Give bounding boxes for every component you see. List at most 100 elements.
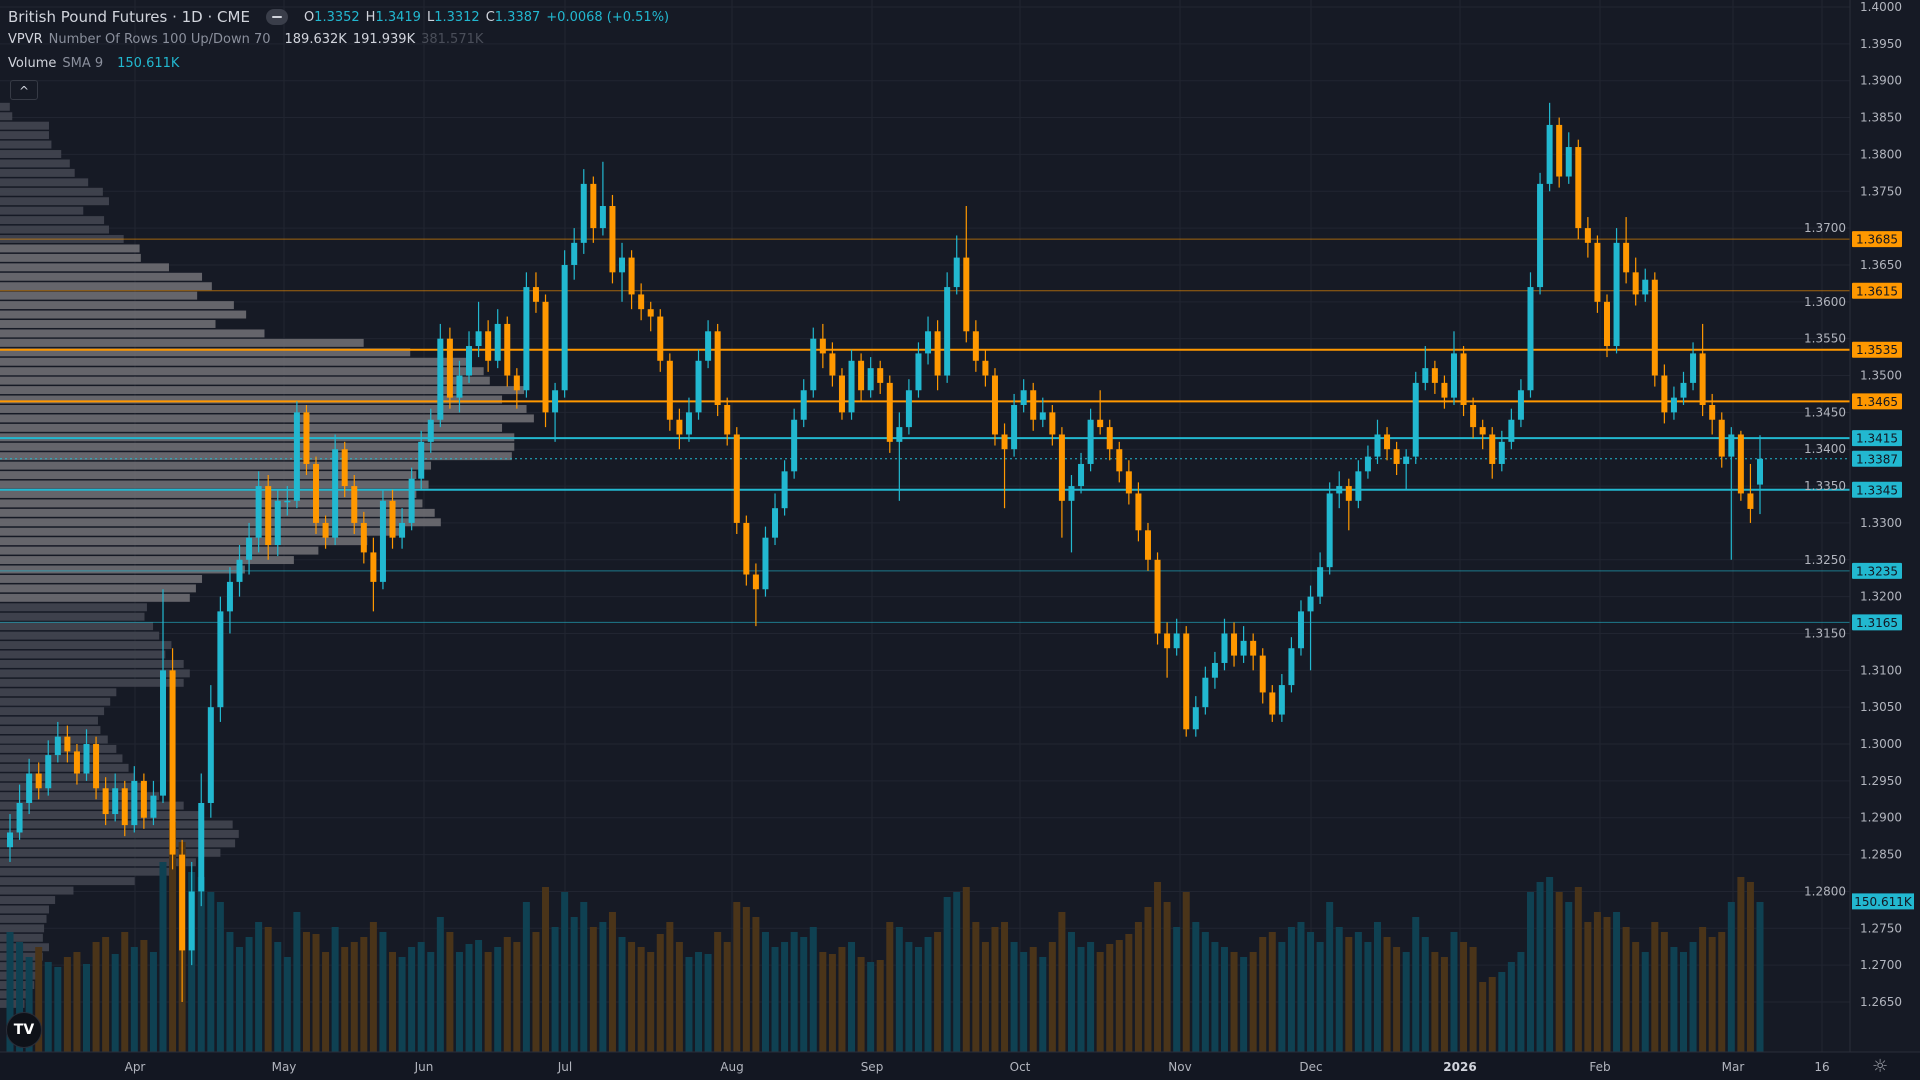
volume-bar: [991, 927, 999, 1052]
volume-params: SMA 9: [62, 56, 104, 71]
volume-bar: [1660, 932, 1668, 1052]
volume-bar: [1134, 922, 1142, 1052]
candle-body: [35, 773, 42, 789]
price-tick-label: 1.4000: [1860, 0, 1902, 14]
price-tick-label: 1.3050: [1860, 700, 1902, 714]
volume-sma-tag: [1852, 893, 1914, 910]
candle-body: [1728, 434, 1735, 457]
gear-icon[interactable]: ☼: [1872, 1056, 1889, 1077]
candle-body: [207, 707, 214, 803]
candle-body: [217, 611, 224, 708]
volume-bar: [1431, 952, 1439, 1052]
candle-body: [179, 854, 186, 951]
volume-bar: [1316, 942, 1324, 1052]
collapse-legend-button[interactable]: ^: [10, 80, 38, 100]
vpvr-row: [0, 216, 105, 225]
time-tick-label: Mar: [1722, 1060, 1745, 1074]
price-tick-label: 1.2900: [1860, 811, 1902, 825]
candle-body: [1565, 147, 1572, 177]
volume-bar: [1354, 932, 1362, 1052]
vpvr-row: [0, 518, 441, 527]
candle-body: [934, 331, 941, 376]
vpvr-row: [0, 801, 184, 810]
vpvr-legend[interactable]: VPVR Number Of Rows 100 Up/Down 70 189.6…: [8, 32, 483, 47]
candle-body: [1623, 242, 1630, 273]
volume-bar: [1259, 937, 1267, 1052]
volume-bar: [1613, 912, 1621, 1052]
volume-bar: [1048, 942, 1056, 1052]
candle-body: [7, 832, 13, 848]
vpvr-row: [0, 943, 49, 952]
candle-body: [1058, 434, 1065, 501]
tradingview-logo[interactable]: TV: [6, 1012, 42, 1048]
candle-body: [389, 500, 396, 538]
candle-body: [752, 574, 759, 590]
vpvr-row: [0, 574, 203, 583]
level-price-label: 1.3165: [1856, 616, 1898, 630]
vpvr-row: [0, 320, 216, 328]
volume-legend[interactable]: Volume SMA 9 150.611K: [8, 56, 179, 71]
vpvr-row: [0, 480, 429, 489]
volume-bar: [149, 952, 157, 1052]
price-axis[interactable]: 1.4000 1.3950 1.3900 1.3850 1.3800 1.3750 1.37…: [1804, 0, 1920, 1080]
volume-bar: [379, 932, 387, 1052]
volume-bar: [322, 952, 330, 1052]
candle-body: [819, 338, 826, 354]
candle-body: [781, 471, 788, 509]
price-tick-label: 1.3450: [1804, 405, 1846, 419]
vpvr-row: [0, 659, 184, 668]
volume-bar: [1498, 972, 1506, 1052]
vpvr-row: [0, 102, 10, 111]
vpvr-row: [0, 508, 435, 517]
volume-bar: [570, 917, 578, 1052]
volume-bar: [1364, 942, 1372, 1052]
vpvr-row: [0, 763, 129, 772]
price-tick-label: 1.3650: [1860, 258, 1902, 272]
vpvr-row: [0, 414, 534, 423]
open-value: 1.3352: [314, 9, 360, 25]
candle-body: [695, 360, 702, 413]
vpvr-params: Number Of Rows 100 Up/Down 70: [48, 32, 271, 47]
volume-bar: [1211, 942, 1219, 1052]
candle-body: [475, 331, 482, 347]
time-axis[interactable]: Apr May Jun Jul Aug Sep Oct Nov Dec 2026 Feb Mar 16: [0, 1051, 1920, 1080]
candle-body: [1269, 692, 1276, 715]
candle-body: [810, 338, 817, 391]
volume-bar: [293, 912, 301, 1052]
vpvr-row: [0, 584, 196, 593]
volume-bar: [1345, 937, 1353, 1052]
candle-body: [102, 788, 109, 815]
vpvr-row: [0, 716, 98, 725]
candle-body: [1192, 707, 1199, 730]
candle-body: [638, 294, 645, 310]
candle-body: [1537, 183, 1544, 288]
vpvr-row: [0, 886, 74, 895]
volume-bar: [1297, 922, 1305, 1052]
vpvr-row: [0, 244, 140, 253]
vpvr-row: [0, 159, 70, 168]
low-value: 1.3312: [434, 9, 480, 25]
price-tick-label: 1.3500: [1860, 369, 1902, 383]
volume-bar: [389, 952, 397, 1052]
candle-body: [121, 788, 128, 826]
volume-bar: [1479, 982, 1487, 1052]
volume-bar: [608, 912, 616, 1052]
volume-bar: [63, 957, 71, 1052]
vpvr-row: [0, 650, 166, 659]
hide-toggle-icon[interactable]: [265, 9, 288, 25]
volume-bar: [628, 942, 636, 1052]
candle-body: [45, 755, 52, 789]
candle-body: [1374, 434, 1381, 457]
level-price-tag: [1852, 481, 1902, 498]
symbol-title[interactable]: British Pound Futures · 1D · CME: [8, 8, 250, 26]
volume-bar: [618, 937, 626, 1052]
candle-body: [1355, 471, 1362, 501]
volume-sma-label: 150.611K: [1854, 895, 1913, 909]
vpvr-row: [0, 565, 245, 574]
price-tick-label: 1.3000: [1860, 737, 1902, 751]
candle-body: [1250, 640, 1257, 656]
volume-bar: [102, 937, 110, 1052]
volume-bar: [1699, 927, 1707, 1052]
level-price-tag: [1852, 231, 1902, 248]
